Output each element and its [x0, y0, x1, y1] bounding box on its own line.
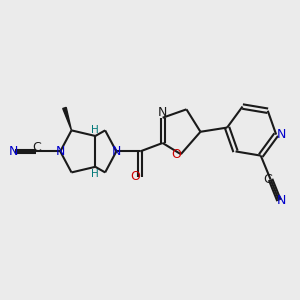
Text: N: N	[56, 145, 65, 158]
Text: C: C	[32, 141, 41, 154]
Text: H: H	[92, 169, 99, 178]
Polygon shape	[63, 107, 71, 130]
Text: N: N	[277, 194, 286, 207]
Text: N: N	[112, 145, 121, 158]
Text: N: N	[277, 128, 286, 141]
Text: N: N	[8, 145, 18, 158]
Text: C: C	[263, 173, 272, 186]
Text: N: N	[158, 106, 167, 119]
Text: O: O	[130, 170, 140, 183]
Text: H: H	[92, 125, 99, 135]
Text: O: O	[171, 148, 181, 161]
